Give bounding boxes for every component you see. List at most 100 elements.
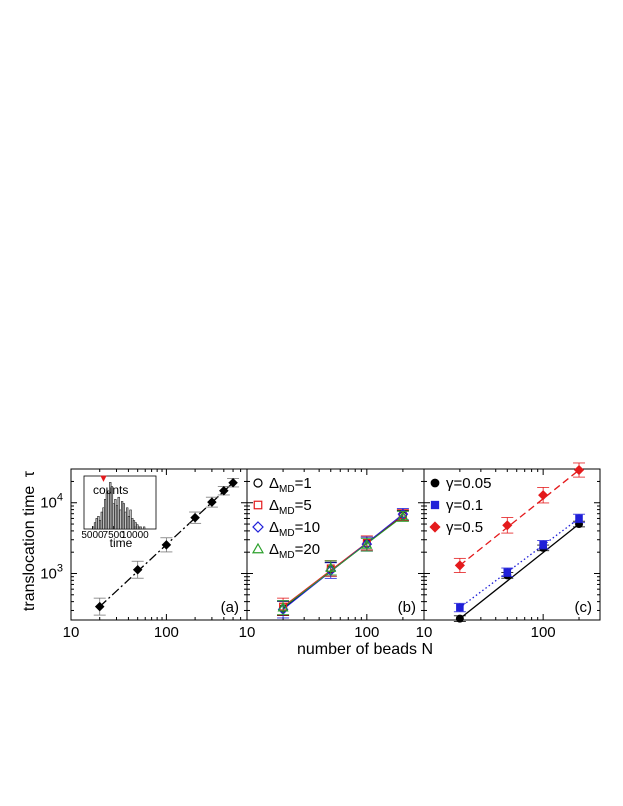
y-ticks xyxy=(424,468,600,611)
histogram-bar xyxy=(131,518,134,530)
legend-symbol: Δ xyxy=(269,475,279,492)
panel-label: (c) xyxy=(575,599,593,616)
data-point xyxy=(455,614,464,623)
legend-value: =1 xyxy=(295,475,312,492)
fit-line xyxy=(459,517,580,609)
legend-label: γ=0.1 xyxy=(446,497,483,514)
x-tick-label: 10 xyxy=(63,624,80,641)
histogram-bar xyxy=(97,516,100,530)
inset-x-tick-label: 5000 xyxy=(81,530,104,541)
data-point xyxy=(429,521,441,533)
data-point xyxy=(538,490,549,501)
data-point xyxy=(252,521,264,533)
histogram-bar xyxy=(98,520,102,530)
legend: γ=0.05γ=0.1γ=0.5 xyxy=(429,475,491,536)
histogram-bar xyxy=(104,499,107,530)
data-point xyxy=(277,601,289,612)
histogram-bar xyxy=(137,526,141,530)
data-point xyxy=(94,601,105,612)
histogram-bar xyxy=(100,511,103,530)
fit-line xyxy=(459,523,580,620)
histogram-bar xyxy=(114,499,117,530)
legend-symbol: Δ xyxy=(269,497,279,514)
data-point xyxy=(228,477,238,488)
histogram-bar xyxy=(102,507,105,530)
data-point xyxy=(132,564,143,575)
x-tick-label: 10 xyxy=(239,624,256,641)
legend-value: =0.1 xyxy=(454,497,484,514)
x-axis-title: number of beads N xyxy=(297,641,433,658)
series-3 xyxy=(277,510,409,616)
data-point xyxy=(361,539,373,549)
histogram-bar xyxy=(139,526,142,530)
legend-symbol: Δ xyxy=(269,541,279,558)
series-1 xyxy=(453,513,586,613)
y-tick-base: 10 xyxy=(40,495,57,512)
fit-line xyxy=(282,516,404,608)
data-point xyxy=(253,500,263,510)
histogram-bar xyxy=(119,509,122,530)
y-axis-title: translocation time τ xyxy=(21,470,38,611)
legend-subscript: MD xyxy=(279,484,295,495)
histogram-bar xyxy=(93,522,97,530)
panel-label: (b) xyxy=(398,599,416,616)
panel-label: (a) xyxy=(221,599,239,616)
histogram-bar xyxy=(124,511,127,530)
panel-c: 10 100(c)γ=0.05γ=0.1γ=0.5 xyxy=(416,462,601,641)
data-point xyxy=(503,568,512,577)
legend-label: γ=0.5 xyxy=(446,519,483,536)
legend-value: =10 xyxy=(295,519,320,536)
legend-label: ΔMD=1 xyxy=(269,475,312,495)
histogram-bar xyxy=(143,526,146,530)
y-ticks xyxy=(247,468,424,611)
histogram-bar xyxy=(127,516,130,530)
legend-value: =0.5 xyxy=(454,519,484,536)
histogram-bar xyxy=(129,509,132,530)
x-ticks xyxy=(70,469,248,620)
y-tick-exponent: 4 xyxy=(57,492,63,504)
x-tick-label: 100 xyxy=(154,624,179,641)
data-point xyxy=(251,542,265,554)
legend-label: γ=0.05 xyxy=(446,475,491,492)
y-axis-title-symbol: τ xyxy=(21,470,38,477)
y-tick-exponent: 3 xyxy=(57,562,63,574)
data-point xyxy=(253,478,263,488)
x-tick-label: 10 xyxy=(416,624,433,641)
legend-label: ΔMD=10 xyxy=(269,519,320,539)
y-axis-title-text: translocation time xyxy=(21,486,38,611)
legend-symbol: γ xyxy=(446,475,454,492)
legend-symbol: γ xyxy=(446,497,454,514)
data-point xyxy=(454,560,465,571)
histogram-bar xyxy=(105,492,108,530)
data-point xyxy=(161,540,172,550)
histogram-bar xyxy=(95,518,98,530)
data-point xyxy=(430,478,440,488)
legend-label: ΔMD=5 xyxy=(269,497,312,517)
y-tick-base: 10 xyxy=(40,565,57,582)
plot-frame xyxy=(423,468,601,621)
histogram-bar xyxy=(126,507,129,530)
legend-subscript: MD xyxy=(279,528,295,539)
data-point xyxy=(397,510,409,521)
inset-x-label: time xyxy=(110,536,133,550)
x-tick-label: 100 xyxy=(531,624,556,641)
data-point xyxy=(325,562,337,572)
data-point xyxy=(573,464,585,476)
data-point xyxy=(575,514,583,523)
histogram-bar xyxy=(121,501,124,530)
y-tick-label: 104 xyxy=(40,492,63,512)
inset-x-tick-label: 10000 xyxy=(121,530,149,541)
legend-value: =0.05 xyxy=(454,475,492,492)
inset-marker xyxy=(100,475,107,482)
histogram-bar xyxy=(112,503,115,530)
x-ticks xyxy=(423,469,601,620)
x-ticks xyxy=(246,469,425,620)
inset-x-tick-label: 7500 xyxy=(103,530,126,541)
data-point xyxy=(219,485,229,496)
histogram-bar xyxy=(136,524,139,530)
